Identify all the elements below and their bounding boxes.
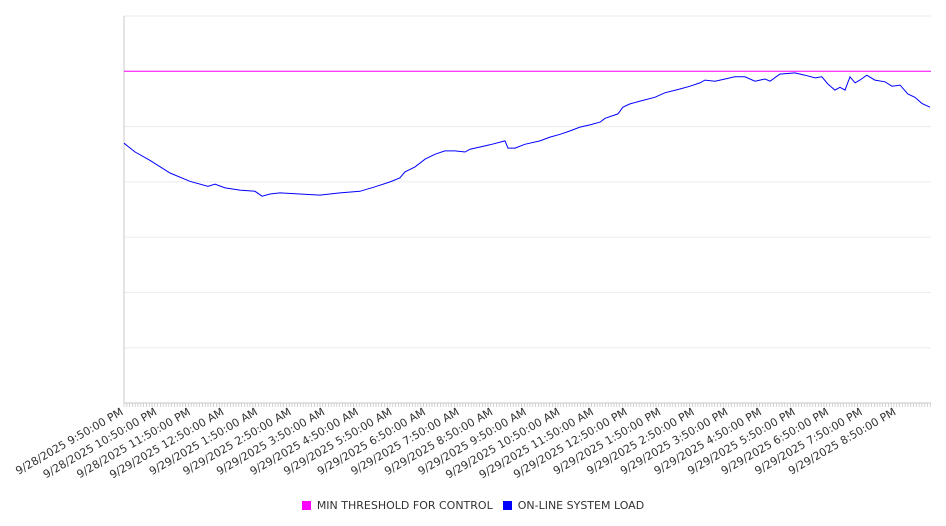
legend: MIN THRESHOLD FOR CONTROL ON-LINE SYSTEM… [0,499,946,512]
legend-item-threshold[interactable]: MIN THRESHOLD FOR CONTROL [301,499,493,512]
system-load-line [123,72,931,197]
legend-swatch-system-load [502,501,512,510]
legend-label-system-load: ON-LINE SYSTEM LOAD [517,499,645,512]
x-tick-labels: 9/28/2025 9:50:00 PM9/28/2025 10:50:00 P… [13,405,898,481]
gridlines [124,15,931,349]
legend-item-system-load[interactable]: ON-LINE SYSTEM LOAD [502,499,645,512]
legend-swatch-threshold [301,501,311,510]
axes [123,16,931,407]
series-lines [123,70,931,197]
legend-label-threshold: MIN THRESHOLD FOR CONTROL [316,499,493,512]
